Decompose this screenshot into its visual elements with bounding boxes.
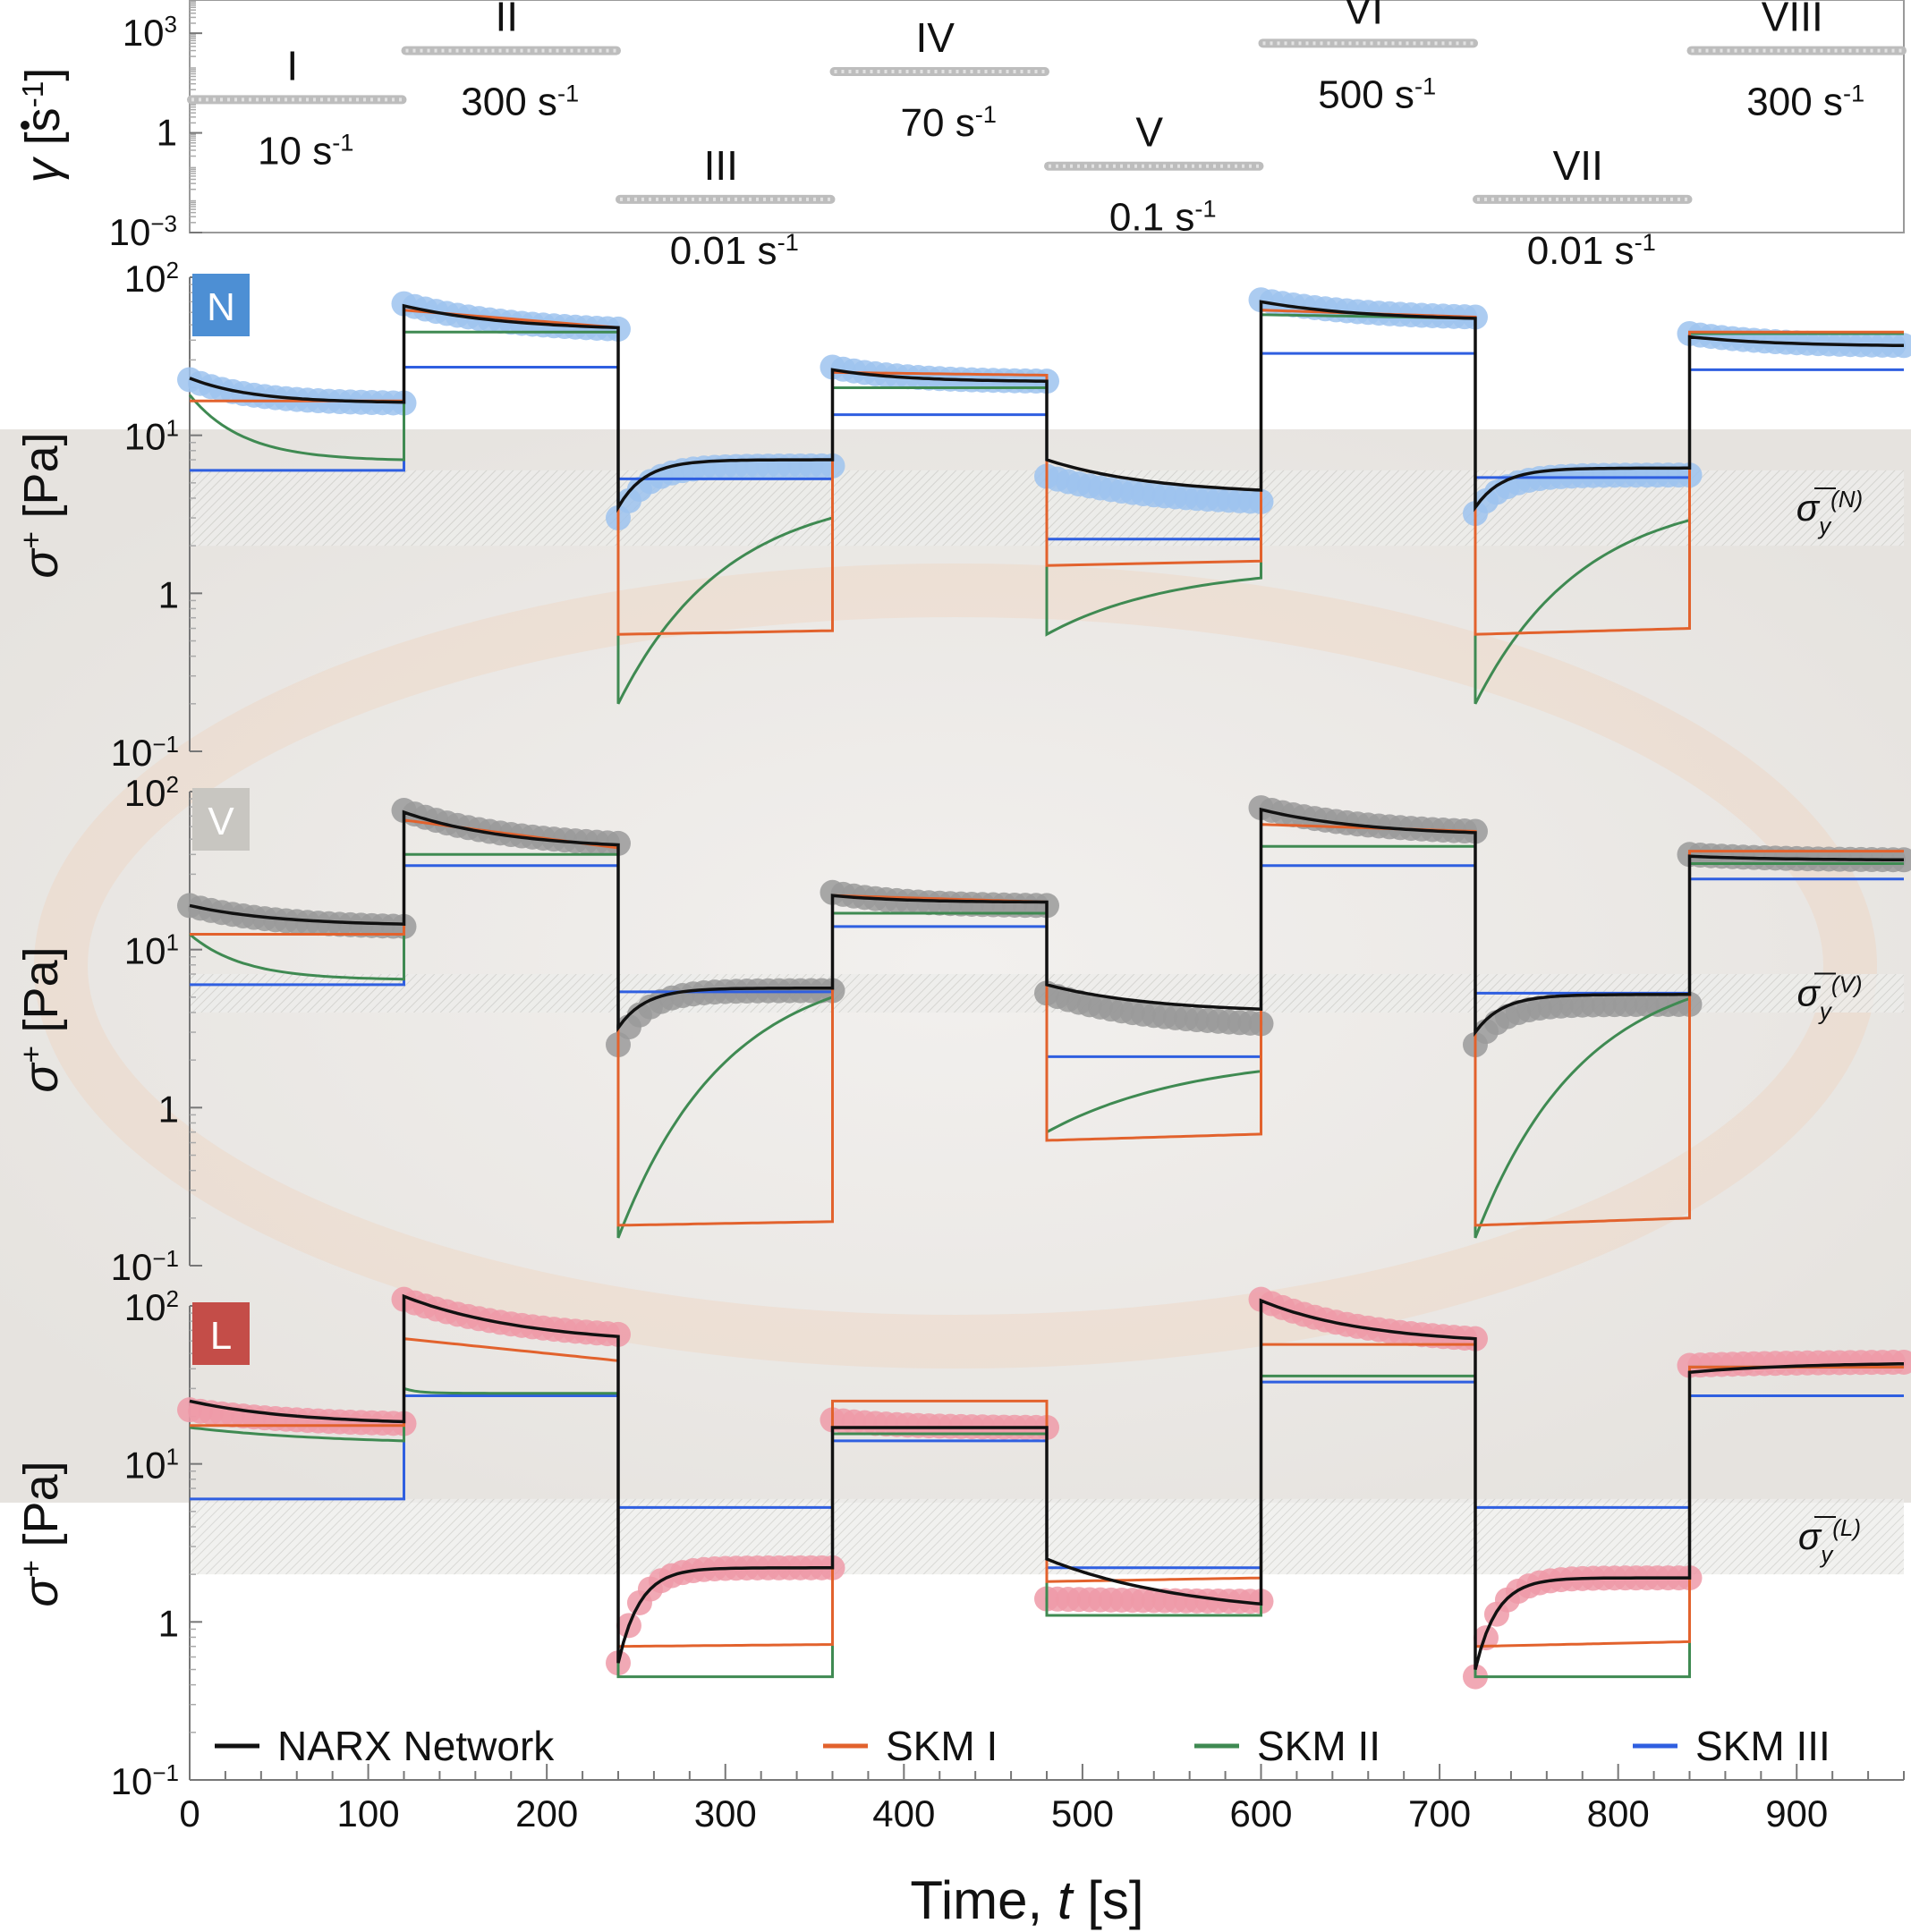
step-label-1: II <box>495 0 518 40</box>
stress-ytick-label-1: 101 <box>124 929 179 972</box>
legend-entry-0: NARX Network <box>215 1723 555 1769</box>
series-skm1-line <box>190 309 1904 636</box>
shear-rate-panel: 103 1 10−3 γ [s-1] I 10 s-1 II 300 s-1 III 0.01 s… <box>16 0 1907 273</box>
step-label-3: IV <box>916 14 956 61</box>
rate-ylabel-group: γ [s-1] <box>16 68 70 183</box>
rate-dot-icon <box>21 121 30 130</box>
x-tick-label-0: 0 <box>179 1792 200 1835</box>
stress-ytick-label-0: 102 <box>124 771 179 814</box>
x-tick-label-1: 100 <box>337 1792 400 1835</box>
stress-ytick-label-3: 10−1 <box>111 1759 179 1802</box>
rate-ylabel: γ [s-1] <box>16 68 70 183</box>
rate-plot-area <box>189 0 1905 233</box>
data-point <box>606 1321 631 1347</box>
data-markers-seg-0 <box>177 367 417 416</box>
legend-entry-3: SKM III <box>1633 1723 1830 1769</box>
x-tick-label-4: 400 <box>872 1792 935 1835</box>
series-narx-line <box>189 1293 1904 1670</box>
data-markers-seg-4 <box>1034 1586 1274 1614</box>
step-rate-6: 0.01 s-1 <box>1527 227 1656 273</box>
data-markers-seg-1 <box>391 291 631 342</box>
x-tick-label-8: 800 <box>1587 1792 1650 1835</box>
yield-stress-label: σy(N) <box>1796 486 1863 539</box>
step-label-5: VI <box>1345 0 1383 32</box>
stress-ytick-label-3: 10−1 <box>111 731 179 774</box>
x-tick-label-9: 900 <box>1765 1792 1828 1835</box>
stress-panel-N: σy(N) 102 101 1 10−1 σ+ [Pa] N <box>14 257 1911 774</box>
panel-badge-V <box>192 788 250 851</box>
stress-panel-L: σy(L) 102 101 1 10−1 σ+ [Pa] L <box>14 1285 1911 1802</box>
yield-stress-label: σy(V) <box>1796 971 1862 1025</box>
step-rate-3: 70 s-1 <box>901 100 997 146</box>
step-rate-0: 10 s-1 <box>258 128 353 174</box>
step-label-2: III <box>704 142 738 189</box>
step-rate-2: 0.01 s-1 <box>670 227 799 273</box>
stress-ylabel: σ+ [Pa] <box>14 1461 68 1606</box>
legend-entry-1: SKM I <box>823 1723 998 1769</box>
step-rate-5: 500 s-1 <box>1318 72 1436 117</box>
rate-ytick-label-1: 1 <box>157 112 177 154</box>
panel-badge-text: V <box>208 800 234 843</box>
stress-ytick-label-2: 1 <box>158 1602 179 1644</box>
x-tick-label-6: 600 <box>1229 1792 1292 1835</box>
stress-ytick-label-1: 101 <box>124 1444 179 1487</box>
rate-ytick-label-2: 10−3 <box>109 210 177 253</box>
panel-badge-text: N <box>207 285 235 329</box>
data-markers-seg-2 <box>606 978 845 1058</box>
stress-ylabel-group: σ+ [Pa] <box>14 1461 68 1606</box>
legend-label-1: SKM I <box>886 1723 998 1769</box>
step-label-7: VIII <box>1762 0 1823 40</box>
stress-ylabel: σ+ [Pa] <box>14 432 68 578</box>
stress-ytick-label-2: 1 <box>158 573 179 615</box>
stress-ylabel-group: σ+ [Pa] <box>14 946 68 1092</box>
panel-badge-N <box>192 274 250 336</box>
x-axis: 0 100 200 300 400 500 600 700 800 900 <box>179 1764 1905 1835</box>
legend-label-2: SKM II <box>1257 1723 1380 1769</box>
data-markers-seg-5 <box>1248 287 1488 330</box>
stress-ytick-label-1: 101 <box>124 415 179 458</box>
step-rate-7: 300 s-1 <box>1746 79 1864 124</box>
data-markers-seg-0 <box>177 893 417 939</box>
x-tick-label-3: 300 <box>694 1792 757 1835</box>
yield-stress-label: σy(L) <box>1798 1514 1861 1568</box>
x-tick-label-5: 500 <box>1051 1792 1114 1835</box>
data-point <box>1891 1349 1911 1375</box>
legend-label-3: SKM III <box>1695 1723 1830 1769</box>
series-narx-line <box>189 807 1904 1038</box>
legend-label-0: NARX Network <box>277 1723 555 1769</box>
panel-badge-text: L <box>210 1314 232 1358</box>
decorative-ring <box>34 564 1877 1368</box>
data-markers-seg-6 <box>1463 1565 1703 1690</box>
legend-entry-2: SKM II <box>1194 1723 1380 1769</box>
data-markers-seg-4 <box>1034 463 1274 514</box>
step-rate-4: 0.1 s-1 <box>1109 194 1217 240</box>
legend: NARX Network SKM I SKM II SKM III <box>215 1723 1830 1769</box>
data-markers-seg-4 <box>1034 980 1274 1037</box>
x-tick-label-7: 700 <box>1408 1792 1471 1835</box>
step-label-0: I <box>286 42 298 89</box>
stress-ylabel: σ+ [Pa] <box>14 946 68 1092</box>
stress-ylabel-group: σ+ [Pa] <box>14 432 68 578</box>
step-label-6: VII <box>1553 142 1603 189</box>
step-rate-1: 300 s-1 <box>461 79 579 124</box>
stress-ytick-label-0: 102 <box>124 257 179 300</box>
stress-panels: σy(N) 102 101 1 10−1 σ+ [Pa] Nσy(V) 102 101 1 10−1… <box>14 257 1911 1802</box>
stress-ytick-label-2: 1 <box>158 1088 179 1130</box>
series-narx-line <box>189 300 1905 513</box>
stress-ytick-label-0: 102 <box>124 1285 179 1328</box>
panel-badge-L <box>192 1302 250 1365</box>
step-label-4: V <box>1135 109 1163 156</box>
stress-panel-V: σy(V) 102 101 1 10−1 σ+ [Pa] V <box>14 771 1911 1288</box>
rate-ytick-label-0: 103 <box>123 11 177 54</box>
x-tick-label-2: 200 <box>515 1792 578 1835</box>
x-axis-label: Time, t [s] <box>910 1870 1143 1930</box>
stress-ytick-label-3: 10−1 <box>111 1245 179 1288</box>
background-band <box>0 429 1911 1503</box>
